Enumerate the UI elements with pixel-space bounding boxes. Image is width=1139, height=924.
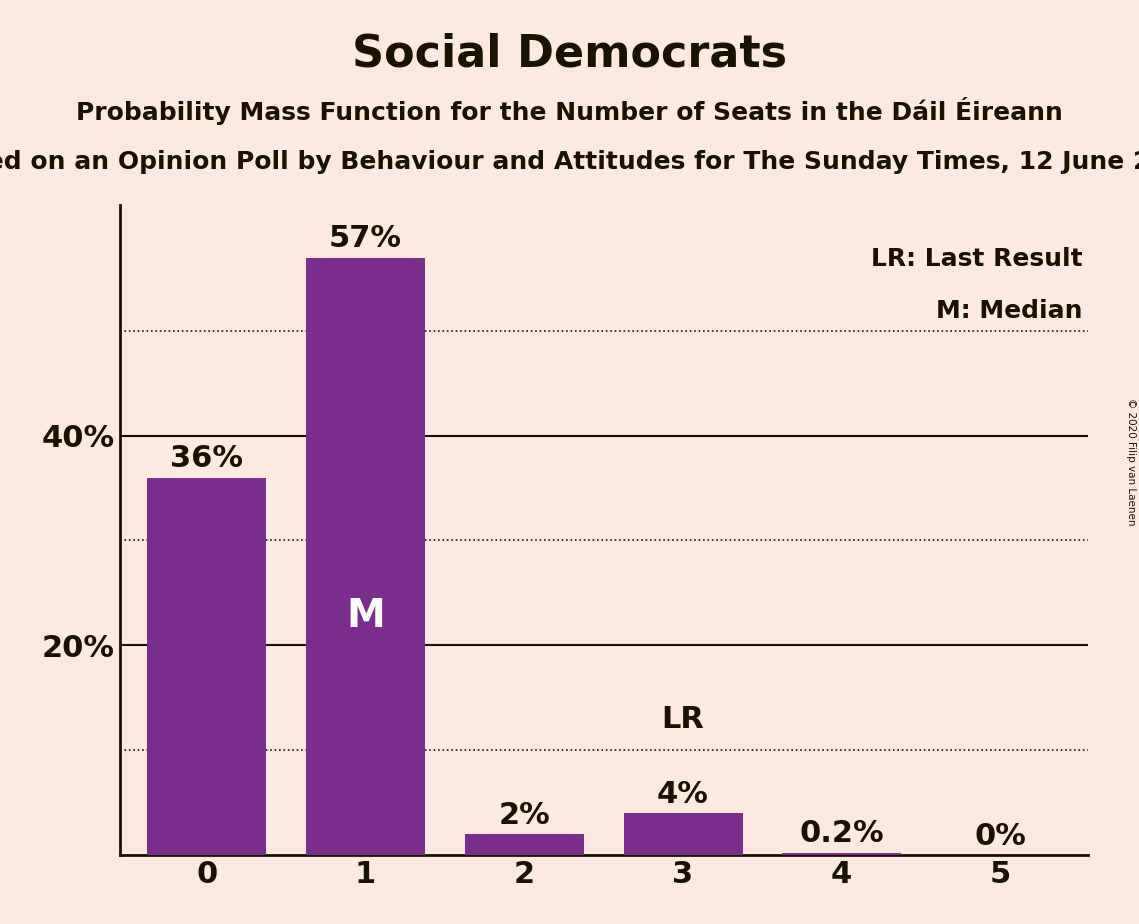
Text: 2%: 2% [499, 800, 550, 830]
Text: M: M [346, 597, 385, 635]
Text: 0%: 0% [975, 821, 1026, 850]
Text: © 2020 Filip van Laenen: © 2020 Filip van Laenen [1126, 398, 1136, 526]
Bar [306, 258, 425, 855]
Bar [782, 853, 901, 855]
Text: Based on an Opinion Poll by Behaviour and Attitudes for The Sunday Times, 12 Jun: Based on an Opinion Poll by Behaviour an… [0, 150, 1139, 174]
Text: 36%: 36% [171, 444, 244, 473]
Text: Social Democrats: Social Democrats [352, 32, 787, 76]
Text: M: Median: M: Median [936, 299, 1083, 323]
Text: 4%: 4% [657, 780, 708, 808]
Text: 0.2%: 0.2% [800, 820, 884, 848]
Bar [465, 833, 584, 855]
Text: LR: Last Result: LR: Last Result [871, 248, 1083, 272]
Bar [147, 478, 267, 855]
Bar [623, 813, 743, 855]
Text: LR: LR [662, 705, 704, 735]
Text: 57%: 57% [329, 225, 402, 253]
Text: Probability Mass Function for the Number of Seats in the Dáil Éireann: Probability Mass Function for the Number… [76, 97, 1063, 125]
